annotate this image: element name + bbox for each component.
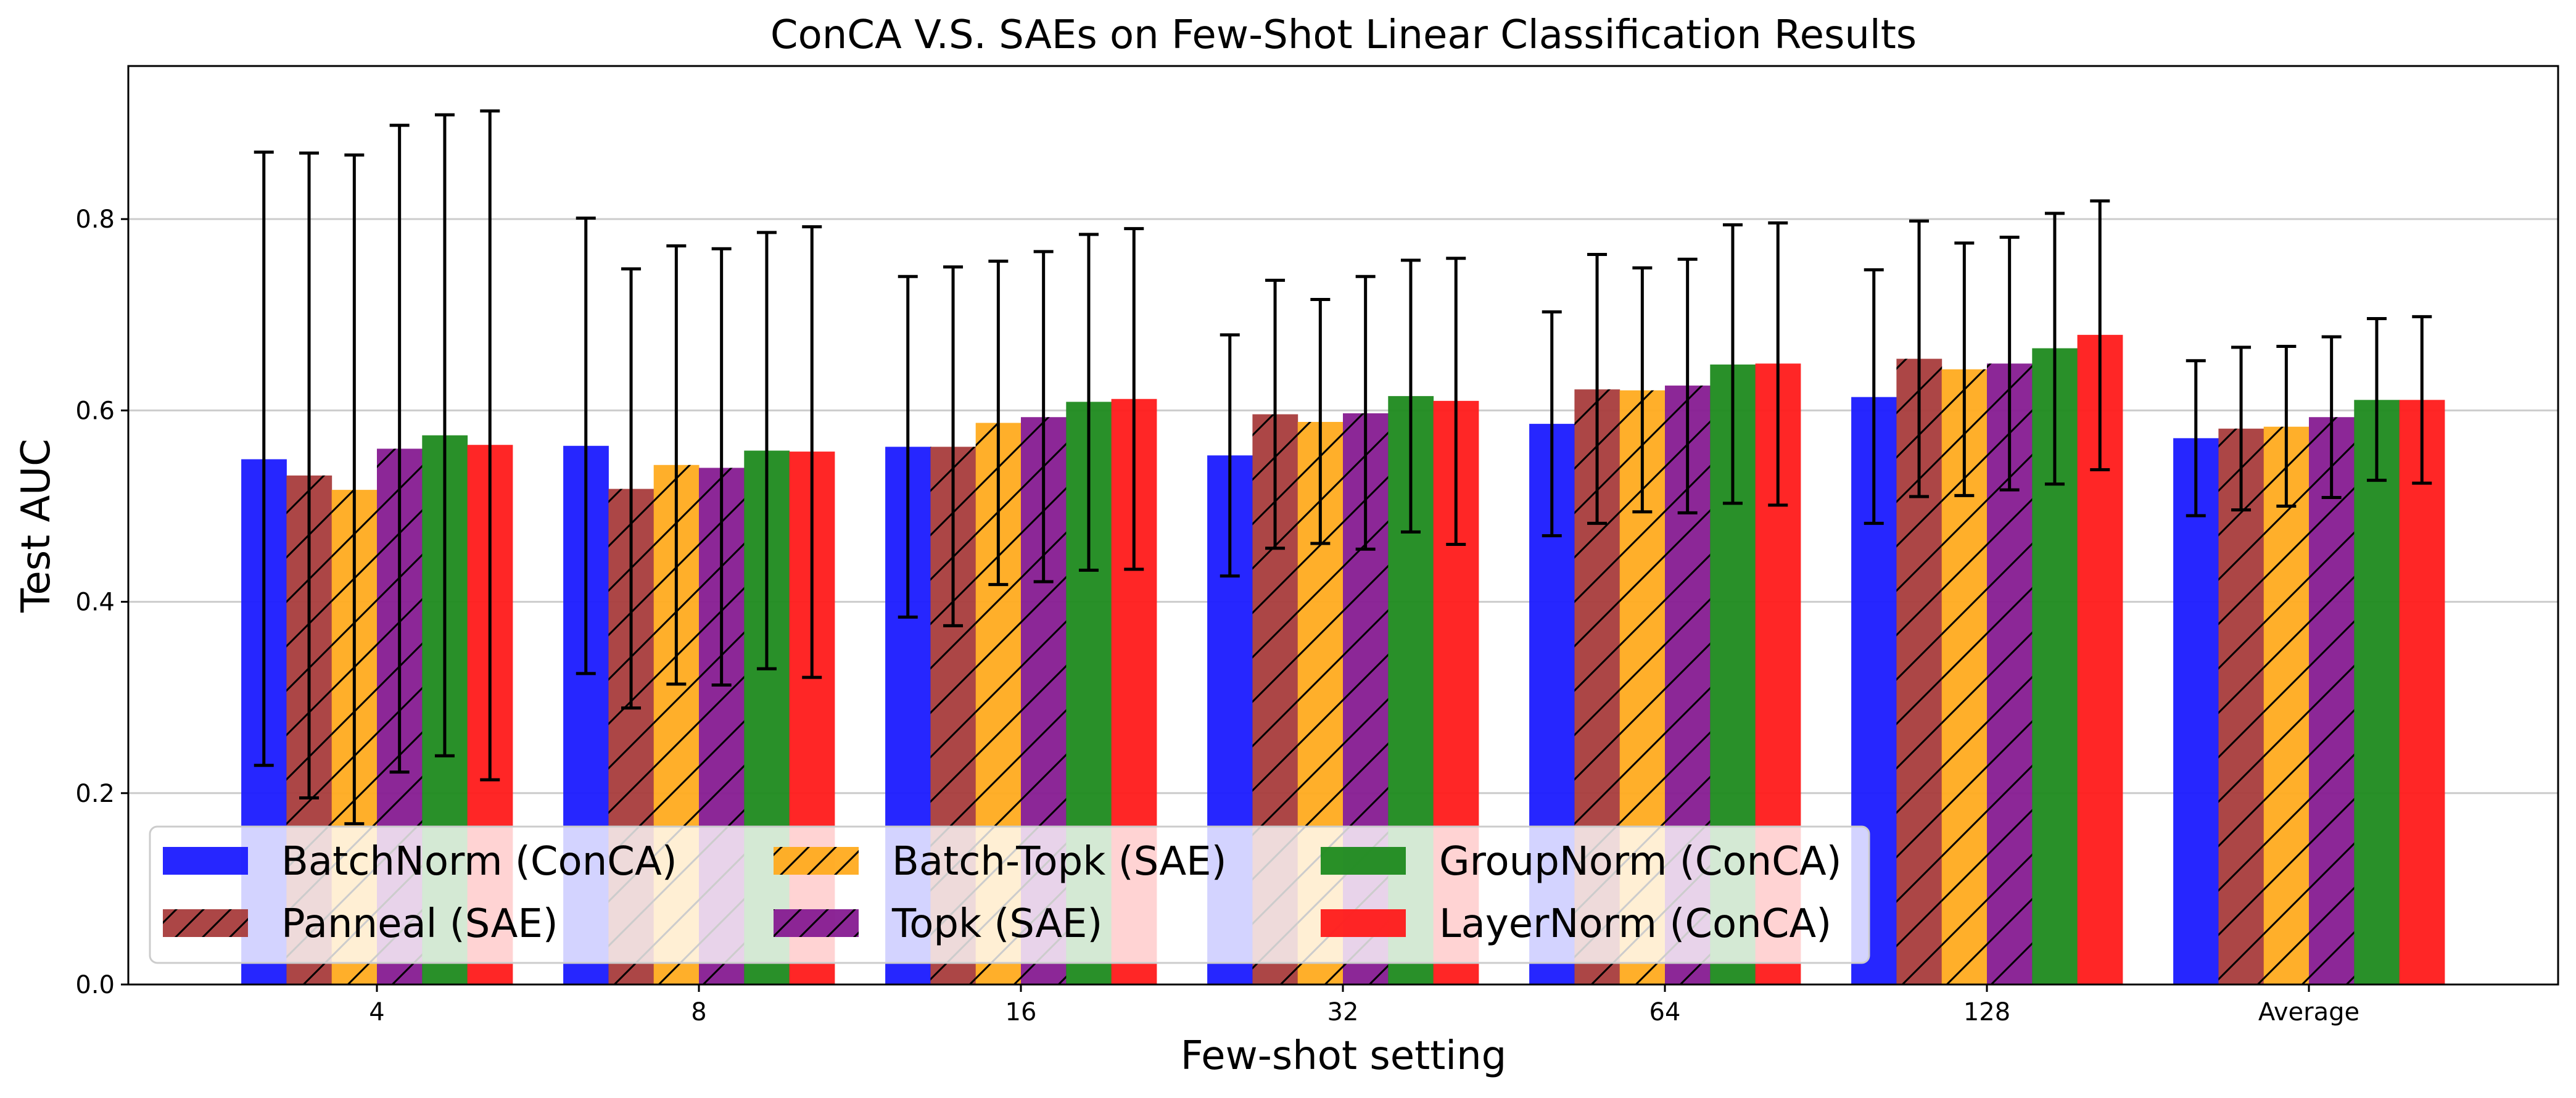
error-bar-batch-topk-sae-32: [1310, 297, 1331, 545]
error-bar-batch-topk-sae-8: [666, 244, 687, 686]
error-bar-batchnorm-conca-64: [1542, 310, 1562, 538]
error-bar-batch-topk-sae-64: [1632, 266, 1653, 514]
x-axis-ticks: 4 8 16 32 64 128 Average: [369, 984, 2359, 1026]
error-bar-topk-sae-32: [1355, 274, 1376, 551]
error-bar-panneal-sae-32: [1265, 278, 1286, 550]
legend-item-panneal-sae: Panneal (SAE): [163, 901, 558, 947]
legend: BatchNorm (ConCA) Panneal (SAE) Batch-Topk…: [149, 825, 1870, 964]
error-bar-layernorm-conca-8: [802, 225, 822, 679]
legend-label: LayerNorm (ConCA): [1439, 901, 1831, 947]
error-bar-batch-topk-sae-average: [2276, 344, 2297, 508]
error-bar-panneal-sae-4: [299, 151, 320, 800]
legend-label: Topk (SAE): [891, 901, 1102, 947]
error-bar-layernorm-conca-4: [480, 109, 500, 782]
x-tick-label: 16: [1005, 998, 1037, 1026]
error-bar-layernorm-conca-128: [2090, 199, 2110, 472]
error-bar-batchnorm-conca-128: [1864, 268, 1884, 525]
error-bar-topk-sae-128: [1999, 236, 2020, 492]
legend-swatch: [1321, 909, 1406, 937]
x-tick-label: 8: [691, 998, 706, 1026]
error-bar-batchnorm-conca-average: [2186, 359, 2206, 518]
error-bar-batchnorm-conca-8: [576, 217, 596, 675]
error-bar-batchnorm-conca-32: [1220, 333, 1240, 578]
y-tick-label: 0.2: [75, 780, 115, 808]
error-bars: [254, 109, 2432, 825]
y-axis-label: Test AUC: [14, 439, 59, 613]
legend-swatch-hatch: [163, 909, 248, 937]
error-bar-batchnorm-conca-16: [898, 274, 918, 619]
error-bar-topk-sae-16: [1033, 250, 1054, 584]
y-tick-label: 0.0: [75, 971, 115, 999]
error-bar-topk-sae-4: [389, 123, 410, 774]
bar-hatch-batch-topk-sae-average: [2263, 426, 2310, 984]
bar-hatch-panneal-sae-average: [2218, 428, 2264, 984]
chart-title: ConCA V.S. SAEs on Few-Shot Linear Class…: [770, 12, 1917, 58]
x-axis-label: Few-shot setting: [1181, 1033, 1507, 1079]
bar-layernorm-conca-average: [2399, 400, 2445, 984]
error-bar-groupnorm-conca-average: [2366, 316, 2387, 482]
legend-label: BatchNorm (ConCA): [281, 839, 677, 885]
bar-batchnorm-conca-average: [2173, 438, 2219, 984]
error-bar-batch-topk-sae-4: [344, 153, 365, 825]
legend-item-batch-topk-sae: Batch-Topk (SAE): [774, 839, 1227, 885]
error-bar-layernorm-conca-average: [2412, 315, 2432, 485]
error-bar-batch-topk-sae-128: [1954, 241, 1975, 497]
error-bar-groupnorm-conca-128: [2044, 212, 2065, 486]
error-bar-groupnorm-conca-64: [1722, 223, 1743, 505]
bar-groupnorm-conca-average: [2354, 400, 2400, 984]
legend-item-batchnorm-conca: BatchNorm (ConCA): [163, 839, 677, 885]
error-bar-panneal-sae-8: [621, 267, 642, 710]
error-bar-panneal-sae-128: [1909, 219, 1930, 498]
legend-label: GroupNorm (ConCA): [1439, 839, 1842, 885]
error-bar-panneal-sae-64: [1587, 253, 1608, 525]
x-tick-label: Average: [2258, 998, 2359, 1026]
legend-item-layernorm-conca: LayerNorm (ConCA): [1321, 901, 1831, 947]
y-tick-label: 0.4: [75, 588, 115, 617]
y-axis-ticks: 0.0 0.2 0.4 0.6 0.8: [75, 205, 128, 999]
error-bar-groupnorm-conca-16: [1078, 233, 1099, 572]
x-tick-label: 32: [1327, 998, 1359, 1026]
error-bar-layernorm-conca-32: [1446, 257, 1466, 547]
x-tick-label: 4: [369, 998, 384, 1026]
error-bar-groupnorm-conca-32: [1400, 258, 1421, 534]
error-bar-groupnorm-conca-4: [434, 113, 455, 757]
error-bar-layernorm-conca-16: [1124, 227, 1144, 571]
legend-box: [149, 825, 1870, 964]
x-tick-label: 64: [1649, 998, 1681, 1026]
error-bar-topk-sae-8: [711, 247, 732, 687]
bar-hatch-topk-sae-average: [2309, 417, 2355, 984]
legend-label: Batch-Topk (SAE): [892, 839, 1227, 885]
legend-swatch-hatch: [774, 909, 859, 937]
legend-item-topk-sae: Topk (SAE): [774, 901, 1102, 947]
legend-swatch: [1321, 847, 1406, 875]
legend-swatch-hatch: [774, 847, 859, 875]
legend-item-groupnorm-conca: GroupNorm (ConCA): [1321, 839, 1842, 885]
legend-label: Panneal (SAE): [281, 901, 558, 947]
y-tick-label: 0.6: [75, 397, 115, 425]
x-tick-label: 128: [1963, 998, 2010, 1026]
error-bar-layernorm-conca-64: [1768, 221, 1788, 507]
y-tick-label: 0.8: [75, 205, 115, 234]
error-bar-groupnorm-conca-8: [756, 231, 777, 671]
error-bar-topk-sae-64: [1677, 257, 1698, 514]
error-bar-batchnorm-conca-4: [254, 151, 274, 767]
error-bar-batch-topk-sae-16: [988, 259, 1009, 587]
error-bar-panneal-sae-16: [943, 265, 964, 627]
error-bar-panneal-sae-average: [2231, 345, 2252, 512]
legend-swatch: [163, 847, 248, 875]
error-bar-topk-sae-average: [2321, 335, 2342, 500]
